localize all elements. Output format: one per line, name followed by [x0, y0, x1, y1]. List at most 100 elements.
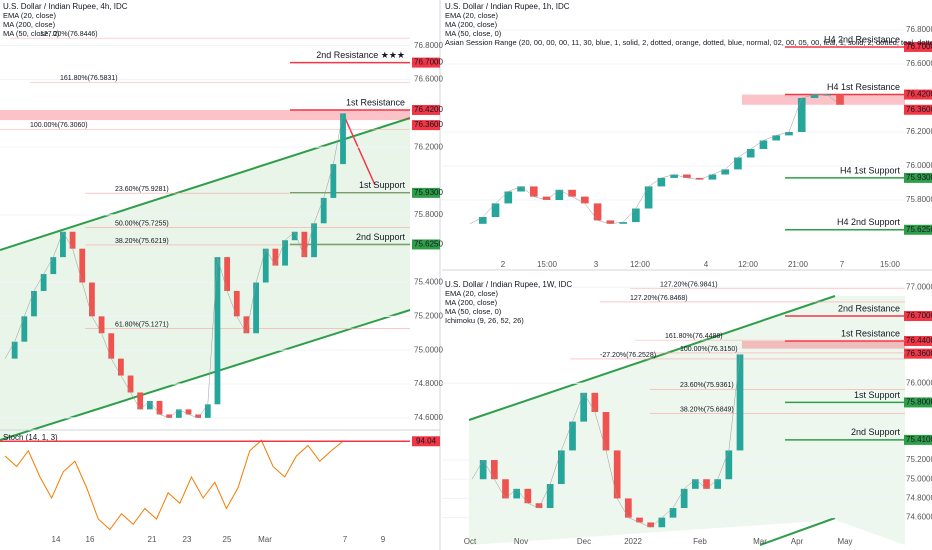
candle	[69, 231, 76, 249]
price-badge	[412, 120, 440, 131]
fib-label: 50.00%(75.7255)	[115, 220, 169, 227]
legend-entry: Asian Session Range (20, 00, 00, 00, 11,…	[445, 38, 932, 47]
legend-entry: MA (200, close)	[445, 20, 498, 29]
x-tick-label: Nov	[514, 537, 528, 546]
candle	[253, 282, 259, 334]
legend-entry: U.S. Dollar / Indian Rupee, 4h, IDC	[3, 2, 128, 11]
price-badge-label: 76.4200	[906, 90, 932, 99]
candle	[836, 94, 844, 105]
candle	[330, 164, 337, 198]
candle	[137, 392, 144, 410]
candle	[568, 189, 576, 197]
price-badge	[904, 434, 932, 445]
x-tick-label: 12:00	[630, 260, 651, 269]
candle	[669, 508, 677, 518]
x-tick-label: 12:00	[738, 260, 759, 269]
legend-entry: MA (200, close)	[3, 20, 56, 29]
x-tick-label: 21	[148, 535, 157, 544]
candle	[542, 196, 551, 201]
price-badge	[904, 104, 932, 115]
candle	[166, 414, 173, 418]
x-tick-label: Mar	[258, 535, 272, 544]
candle	[557, 450, 565, 485]
price-badge	[412, 239, 440, 250]
x-tick-label: 25	[223, 535, 232, 544]
candle	[823, 94, 832, 96]
x-tick-label: 3	[594, 260, 599, 269]
candle	[636, 517, 643, 523]
fib-label: 127.20%(76.8446)	[40, 31, 98, 38]
candle	[695, 177, 704, 180]
legend-entry: MA (50, close, 0)	[3, 29, 60, 38]
candle	[21, 316, 28, 342]
candle	[98, 316, 105, 334]
legend-entry: MA (50, close, 0)	[445, 29, 502, 38]
price-badge	[904, 172, 932, 183]
fib-label: 38.20%(75.6849)	[680, 406, 734, 413]
candle	[195, 414, 202, 418]
x-tick-label: Feb	[693, 537, 707, 546]
x-tick-label: 2022	[624, 537, 642, 546]
level-label: H4 1st Resistance	[827, 82, 900, 92]
candle	[736, 354, 744, 451]
candle	[529, 186, 538, 197]
y-tick-label: 74.6000	[906, 513, 932, 522]
x-tick-label: Mar	[753, 537, 767, 546]
candle	[479, 460, 487, 480]
level-label: 1st Support	[359, 180, 406, 190]
price-badge-label: 76.3600	[906, 349, 932, 358]
candle	[517, 186, 525, 192]
legend-entry: EMA (20, close)	[445, 289, 498, 298]
price-badge-label: 76.7000	[906, 42, 932, 51]
y-tick-label: 77.0000	[906, 282, 932, 291]
candle	[647, 522, 655, 528]
price-badge	[412, 104, 440, 115]
y-tick-label: 74.8000	[906, 494, 932, 503]
price-line	[469, 94, 841, 225]
candle	[311, 223, 317, 258]
level-label: 2nd Resistance ★★★	[316, 50, 405, 60]
candle	[79, 248, 86, 283]
candle	[644, 186, 653, 209]
candle	[491, 203, 500, 218]
candle	[89, 282, 95, 317]
price-badge-label: 75.9300	[906, 173, 932, 182]
price-badge-label: 75.8000	[906, 398, 932, 407]
candle	[146, 400, 153, 410]
y-tick-label: 75.0000	[906, 474, 932, 483]
price-badge	[904, 89, 932, 100]
price-badge-label: 75.6250	[414, 240, 443, 249]
x-tick-label: 4	[704, 260, 709, 269]
candle	[591, 392, 599, 413]
candle	[797, 97, 806, 132]
candle	[691, 479, 699, 489]
candle	[175, 409, 182, 418]
price-badge	[904, 348, 932, 359]
legend-entry: MA (200, close)	[445, 298, 498, 307]
legend-entry: U.S. Dollar / Indian Rupee, 1W, IDC	[445, 280, 572, 289]
price-badge-label: 75.9300	[414, 188, 443, 197]
candle	[632, 208, 640, 223]
stoch-legend: Stoch (14, 1, 3)	[3, 433, 58, 442]
legend-entry: MA (50, close, 0)	[445, 307, 502, 316]
price-badge	[904, 224, 932, 235]
price-badge	[904, 41, 932, 52]
level-label: 1st Support	[854, 390, 901, 400]
channel-fill	[0, 118, 410, 440]
candle	[759, 140, 768, 149]
candle	[580, 392, 588, 422]
level-label: 1st Resistance	[841, 328, 900, 338]
y-tick-label: 74.6000	[414, 413, 443, 422]
candle	[50, 257, 57, 275]
y-tick-label: 76.2000	[414, 142, 443, 151]
candle	[513, 488, 521, 499]
legend-entry: EMA (20, close)	[445, 11, 498, 20]
candle	[721, 169, 729, 175]
candle	[490, 460, 498, 480]
y-tick-label: 75.8000	[414, 210, 443, 219]
y-tick-label: 75.4000	[414, 278, 443, 287]
fib-label: 127.20%(76.9841)	[660, 282, 718, 289]
candle	[224, 257, 231, 291]
candle	[282, 240, 288, 266]
candle	[569, 421, 576, 451]
